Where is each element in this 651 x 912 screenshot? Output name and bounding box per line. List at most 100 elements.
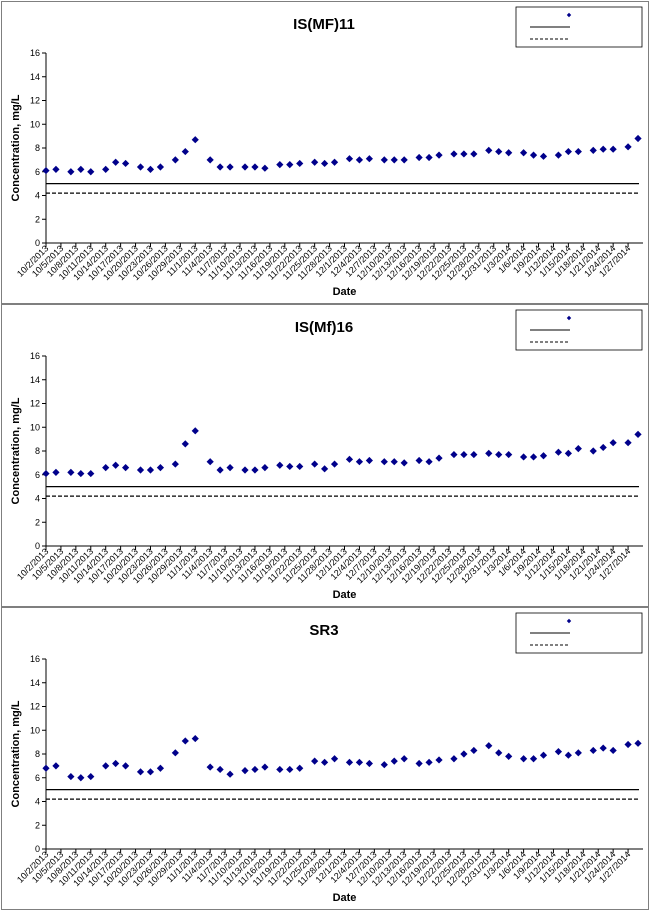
data-point (330, 755, 339, 763)
data-point (390, 757, 398, 765)
data-point (122, 464, 130, 472)
data-point (485, 742, 493, 750)
data-point (251, 163, 259, 171)
data-point (564, 449, 572, 457)
y-tick-label: 14 (30, 678, 40, 688)
data-point (435, 151, 443, 159)
data-point (495, 147, 503, 156)
data-point (102, 762, 110, 770)
data-point (345, 758, 354, 766)
data-point (599, 744, 607, 752)
data-point (146, 466, 155, 474)
data-point (330, 460, 339, 468)
legend-marker-diamond (566, 618, 572, 624)
data-point (311, 757, 319, 765)
data-point (634, 430, 642, 438)
data-point (529, 755, 538, 763)
data-point (400, 459, 408, 467)
data-point (520, 755, 528, 763)
data-point (470, 450, 478, 459)
data-point (485, 449, 493, 457)
y-tick-label: 4 (35, 797, 40, 807)
data-point (365, 456, 373, 465)
y-tick-label: 12 (30, 399, 40, 409)
data-point (400, 755, 408, 763)
data-point (574, 445, 582, 453)
data-point (52, 762, 60, 770)
data-point (156, 163, 165, 171)
data-point (87, 772, 95, 781)
data-point (450, 755, 458, 763)
data-point (505, 149, 513, 157)
data-point (67, 772, 75, 781)
data-point (181, 737, 189, 745)
data-point (286, 462, 294, 471)
data-point (470, 150, 478, 158)
data-point (42, 166, 50, 175)
data-point (609, 746, 617, 755)
y-tick-label: 8 (35, 749, 40, 759)
legend-marker-diamond (566, 315, 572, 321)
y-tick-label: 2 (35, 820, 40, 830)
data-point (87, 168, 95, 176)
y-tick-label: 6 (35, 773, 40, 783)
data-point (330, 158, 339, 166)
data-point (206, 763, 214, 771)
data-point (286, 765, 294, 774)
y-tick-label: 16 (30, 654, 40, 664)
data-point (460, 150, 468, 158)
data-point (112, 759, 120, 768)
x-axis-title: Date (333, 589, 357, 601)
data-point (589, 447, 597, 455)
y-tick-label: 16 (30, 48, 40, 58)
y-tick-label: 8 (35, 143, 40, 153)
data-point (529, 453, 538, 461)
data-point (321, 465, 329, 473)
data-point (554, 748, 563, 756)
data-point (226, 770, 234, 778)
data-point (539, 751, 548, 759)
y-tick-label: 2 (35, 517, 40, 527)
data-point (554, 448, 563, 456)
data-point (122, 762, 130, 770)
data-point (380, 156, 388, 164)
data-point (495, 450, 503, 459)
data-point (321, 159, 329, 168)
data-point (415, 759, 423, 768)
data-point (77, 774, 85, 782)
data-point (42, 469, 50, 478)
data-point (251, 765, 259, 774)
data-point (400, 156, 408, 164)
y-tick-label: 0 (35, 238, 40, 248)
data-point (261, 164, 269, 172)
data-point (355, 156, 364, 164)
data-point (355, 758, 364, 766)
legend-marker-diamond (566, 12, 572, 18)
data-point (191, 427, 199, 435)
data-point (450, 150, 458, 158)
data-point (574, 147, 582, 156)
data-point (415, 153, 423, 162)
data-point (146, 165, 155, 173)
data-point (146, 768, 155, 776)
data-point (599, 443, 607, 452)
chart-panel-2: IS(Mf)16 Concentration, mg/L 0 2 4 6 8 10 12 14 16… (1, 304, 649, 607)
data-point (505, 752, 513, 760)
data-point (311, 158, 319, 166)
data-point (112, 158, 120, 166)
data-point (156, 464, 165, 472)
data-point (286, 161, 294, 169)
y-tick-label: 12 (30, 702, 40, 712)
data-point (276, 765, 284, 774)
chart-1: IS(MF)11 Concentration, mg/L 0 2 4 6 8 10 12 14 16… (10, 6, 643, 298)
data-point (77, 165, 85, 173)
data-point (564, 751, 572, 759)
chart-panel-1: IS(MF)11 Concentration, mg/L 0 2 4 6 8 10 12 14 16… (1, 1, 649, 304)
chart-panel-3: SR3 Concentration, mg/L 0 2 4 6 8 10 12 14 16 10/2/… (1, 607, 649, 910)
data-point (191, 136, 199, 144)
y-tick-label: 8 (35, 446, 40, 456)
data-point (112, 461, 120, 469)
y-tick-label: 0 (35, 844, 40, 854)
data-point (485, 146, 493, 154)
data-point (609, 439, 617, 447)
